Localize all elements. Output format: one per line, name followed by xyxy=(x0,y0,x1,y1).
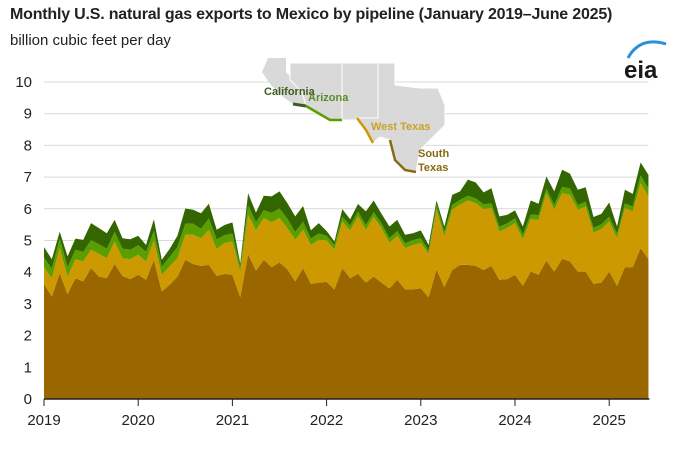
inset-map: California Arizona West Texas South Texa… xyxy=(262,58,449,174)
y-tick-label: 3 xyxy=(24,296,32,313)
y-tick-label: 6 xyxy=(24,201,32,218)
x-tick-label: 2024 xyxy=(498,412,531,429)
y-tick-label: 10 xyxy=(15,74,32,91)
y-tick-label: 8 xyxy=(24,137,32,154)
area-series xyxy=(44,162,649,399)
x-tick-label: 2022 xyxy=(310,412,343,429)
map-label-south-texas-line1: South xyxy=(418,148,449,160)
x-axis: 2019 2020 2021 2022 2023 2024 2025 xyxy=(27,398,650,429)
y-tick-label: 7 xyxy=(24,169,32,186)
eia-logo: eia xyxy=(624,40,667,84)
map-label-arizona: Arizona xyxy=(308,92,349,104)
area-west-texas xyxy=(44,183,649,298)
y-axis-ticks: 0 1 2 3 4 5 6 7 8 9 10 xyxy=(15,74,32,408)
x-tick-label: 2025 xyxy=(593,412,626,429)
y-tick-label: 9 xyxy=(24,106,32,123)
map-label-west-texas: West Texas xyxy=(371,121,431,133)
west-texas-pipeline-border xyxy=(356,117,375,144)
arizona-pipeline-border xyxy=(305,104,342,122)
x-tick-label: 2019 xyxy=(27,412,60,429)
area-california xyxy=(44,162,649,269)
chart-subtitle: billion cubic feet per day xyxy=(10,32,171,49)
y-tick-label: 2 xyxy=(24,328,32,345)
y-tick-label: 1 xyxy=(24,359,32,376)
map-label-california: California xyxy=(264,86,316,98)
x-tick-label: 2021 xyxy=(216,412,249,429)
eia-logo-arc xyxy=(626,40,667,59)
south-texas-pipeline-border xyxy=(388,139,417,174)
chart-title: Monthly U.S. natural gas exports to Mexi… xyxy=(10,6,613,23)
california-shape xyxy=(262,58,306,104)
area-arizona xyxy=(44,175,649,279)
y-tick-label: 0 xyxy=(24,391,32,408)
y-tick-label: 4 xyxy=(24,264,32,281)
map-label-south-texas-line2: Texas xyxy=(418,162,448,174)
y-tick-label: 5 xyxy=(24,233,32,250)
x-tick-label: 2023 xyxy=(404,412,437,429)
eia-logo-text: eia xyxy=(624,57,658,84)
x-tick-label: 2020 xyxy=(122,412,155,429)
california-pipeline-border xyxy=(292,102,307,108)
area-south-texas xyxy=(44,248,649,399)
